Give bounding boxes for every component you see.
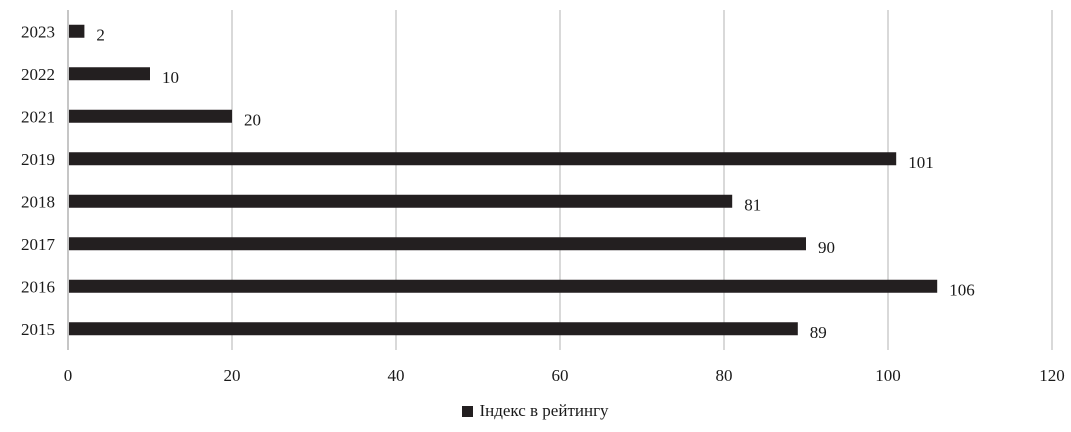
data-label-2019: 101 xyxy=(908,153,934,172)
data-label-2022: 10 xyxy=(162,68,179,87)
y-tick-label-2023: 2023 xyxy=(21,22,55,41)
bar-2021 xyxy=(69,109,232,123)
bar-2022 xyxy=(69,67,150,81)
x-tick-label-20: 20 xyxy=(224,366,241,385)
bar-2016 xyxy=(69,279,938,293)
x-tick-label-120: 120 xyxy=(1039,366,1065,385)
bar-2023 xyxy=(69,24,85,38)
bars xyxy=(69,24,938,336)
y-tick-label-2015: 2015 xyxy=(21,320,55,339)
bar-2019 xyxy=(69,152,897,166)
x-tick-label-60: 60 xyxy=(552,366,569,385)
data-label-2018: 81 xyxy=(744,195,761,214)
legend-label: Індекс в рейтингу xyxy=(479,401,609,420)
y-tick-label-2021: 2021 xyxy=(21,107,55,126)
gridlines xyxy=(231,10,1053,350)
x-tick-label-40: 40 xyxy=(388,366,405,385)
y-tick-label-2018: 2018 xyxy=(21,192,55,211)
bar-2017 xyxy=(69,237,806,251)
legend: Індекс в рейтингу xyxy=(0,401,1071,421)
x-tick-label-0: 0 xyxy=(64,366,73,385)
data-label-2016: 106 xyxy=(949,280,975,299)
legend-swatch xyxy=(462,405,474,417)
data-label-2023: 2 xyxy=(96,25,105,44)
data-label-2017: 90 xyxy=(818,238,835,257)
y-tick-label-2022: 2022 xyxy=(21,65,55,84)
y-tick-label-2017: 2017 xyxy=(21,235,56,254)
data-label-2015: 89 xyxy=(810,323,827,342)
y-tick-label-2019: 2019 xyxy=(21,150,55,169)
x-tick-label-100: 100 xyxy=(875,366,901,385)
bar-2015 xyxy=(69,322,798,336)
data-label-2021: 20 xyxy=(244,110,261,129)
bar-chart: 0 20 40 60 80 100 120 2015 89 2016 106 2017 90 2018 81… xyxy=(21,10,1065,385)
bar-2018 xyxy=(69,194,733,208)
y-tick-label-2016: 2016 xyxy=(21,277,55,296)
x-tick-label-80: 80 xyxy=(716,366,733,385)
labels: 0 20 40 60 80 100 120 2015 89 2016 106 2017 90 2018 81… xyxy=(21,22,1065,385)
